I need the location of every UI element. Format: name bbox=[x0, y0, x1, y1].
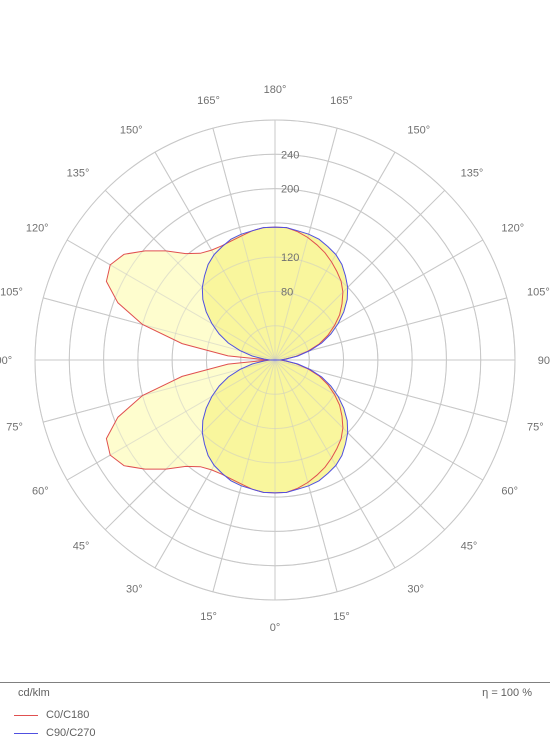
legend-label: C0/C180 bbox=[46, 709, 89, 721]
svg-text:120°: 120° bbox=[501, 223, 524, 235]
legend-swatch bbox=[14, 733, 38, 734]
svg-text:165°: 165° bbox=[197, 95, 220, 107]
legend: C0/C180 C90/C270 bbox=[14, 706, 96, 742]
svg-text:30°: 30° bbox=[407, 583, 424, 595]
legend-item: C0/C180 bbox=[14, 706, 96, 724]
svg-text:30°: 30° bbox=[126, 583, 143, 595]
svg-text:60°: 60° bbox=[501, 485, 518, 497]
svg-text:135°: 135° bbox=[67, 167, 90, 179]
svg-text:0°: 0° bbox=[270, 622, 281, 634]
legend-swatch bbox=[14, 715, 38, 716]
svg-text:240: 240 bbox=[281, 149, 299, 161]
svg-text:150°: 150° bbox=[120, 125, 143, 137]
svg-text:90°: 90° bbox=[0, 355, 12, 367]
svg-text:75°: 75° bbox=[6, 421, 23, 433]
legend-item: C90/C270 bbox=[14, 724, 96, 742]
svg-text:120°: 120° bbox=[26, 223, 49, 235]
svg-text:75°: 75° bbox=[527, 421, 544, 433]
svg-text:60°: 60° bbox=[32, 485, 49, 497]
svg-text:80: 80 bbox=[281, 286, 293, 298]
svg-text:105°: 105° bbox=[527, 287, 550, 299]
svg-text:135°: 135° bbox=[461, 167, 484, 179]
svg-text:45°: 45° bbox=[73, 541, 90, 553]
unit-label: cd/klm bbox=[18, 687, 50, 699]
svg-text:15°: 15° bbox=[333, 611, 350, 623]
efficiency-label: η = 100 % bbox=[482, 687, 532, 699]
svg-text:180°: 180° bbox=[264, 84, 287, 96]
svg-text:120: 120 bbox=[281, 252, 299, 264]
svg-text:150°: 150° bbox=[407, 125, 430, 137]
footer-row: cd/klm η = 100 % bbox=[0, 682, 550, 699]
svg-text:105°: 105° bbox=[0, 287, 23, 299]
legend-label: C90/C270 bbox=[46, 727, 96, 739]
svg-text:90°: 90° bbox=[538, 355, 550, 367]
polar-chart: 80 120 200 240 15° 0° 15° 30° 30° 45° 45° 60° 60° 75°… bbox=[0, 0, 550, 750]
svg-text:45°: 45° bbox=[461, 541, 478, 553]
svg-text:15°: 15° bbox=[200, 611, 217, 623]
svg-text:165°: 165° bbox=[330, 95, 353, 107]
svg-text:200: 200 bbox=[281, 184, 299, 196]
polar-plot-svg: 80 120 200 240 15° 0° 15° 30° 30° 45° 45° 60° 60° 75°… bbox=[0, 0, 550, 690]
